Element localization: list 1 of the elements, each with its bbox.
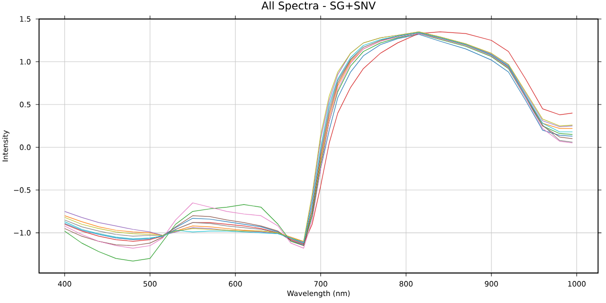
chart-title: All Spectra - SG+SNV: [261, 1, 376, 12]
